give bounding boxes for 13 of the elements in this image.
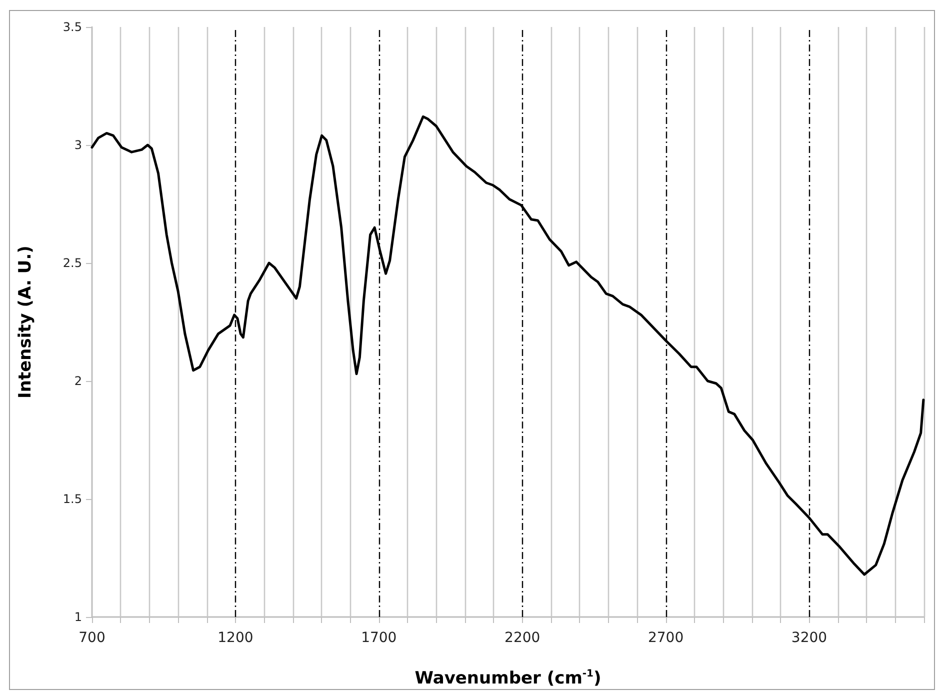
x-tick-label: 1700 (361, 630, 397, 646)
x-tick-label: 1200 (218, 630, 254, 646)
y-axis-title: Intensity (A. U.) (16, 246, 36, 398)
y-tick-label: 3 (74, 138, 82, 152)
y-tick-label: 2 (74, 374, 82, 388)
x-tick-label: 3200 (791, 630, 828, 646)
x-tick-label: 700 (78, 630, 106, 646)
x-tick-label: 2200 (504, 630, 540, 646)
y-tick-label: 2.5 (62, 256, 82, 270)
y-tick-label: 1 (74, 610, 82, 624)
y-tick-label: 1.5 (62, 492, 82, 506)
x-tick-label: 2700 (648, 630, 684, 646)
y-tick-label: 3.5 (62, 20, 82, 34)
